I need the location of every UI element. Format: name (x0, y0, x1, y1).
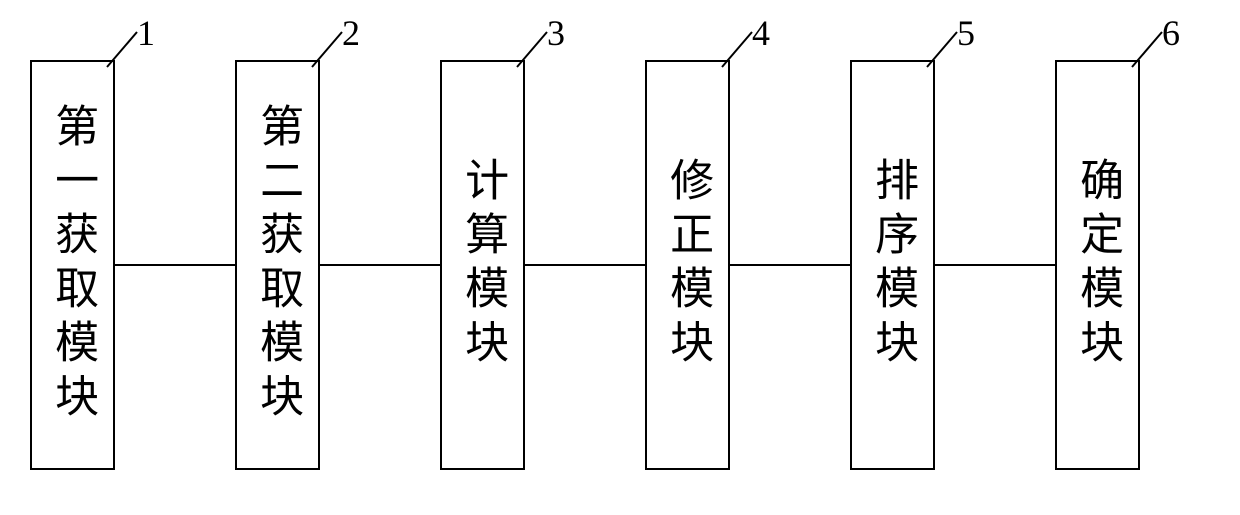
module-box-2: 第二获取模块2 (235, 60, 320, 470)
module-wrapper-3: 计算模块3 (440, 60, 525, 470)
connector-3-4 (525, 264, 645, 266)
connector-4-5 (730, 264, 850, 266)
module-wrapper-2: 第二获取模块2 (235, 60, 320, 470)
leader-line-4 (647, 2, 797, 72)
module-flow-diagram: 第一获取模块1 第二获取模块2 计算模块3 修正模块4 排序模块5 确定模块6 (30, 60, 1140, 470)
module-wrapper-4: 修正模块4 (645, 60, 730, 470)
module-wrapper-5: 排序模块5 (850, 60, 935, 470)
module-box-6: 确定模块6 (1055, 60, 1140, 470)
module-wrapper-6: 确定模块6 (1055, 60, 1140, 470)
module-box-5: 排序模块5 (850, 60, 935, 470)
module-text-5: 排序模块 (864, 157, 921, 373)
module-text-3: 计算模块 (454, 157, 511, 373)
module-text-6: 确定模块 (1069, 157, 1126, 373)
connector-2-3 (320, 264, 440, 266)
module-box-3: 计算模块3 (440, 60, 525, 470)
connector-5-6 (935, 264, 1055, 266)
leader-line-5 (852, 2, 1002, 72)
leader-line-3 (442, 2, 592, 72)
leader-line-1 (32, 2, 182, 72)
leader-line-2 (237, 2, 387, 72)
module-box-4: 修正模块4 (645, 60, 730, 470)
connector-1-2 (115, 264, 235, 266)
module-wrapper-1: 第一获取模块1 (30, 60, 115, 470)
module-box-1: 第一获取模块1 (30, 60, 115, 470)
module-text-2: 第二获取模块 (249, 103, 306, 427)
leader-line-6 (1057, 2, 1207, 72)
module-text-4: 修正模块 (659, 157, 716, 373)
module-text-1: 第一获取模块 (44, 103, 101, 427)
